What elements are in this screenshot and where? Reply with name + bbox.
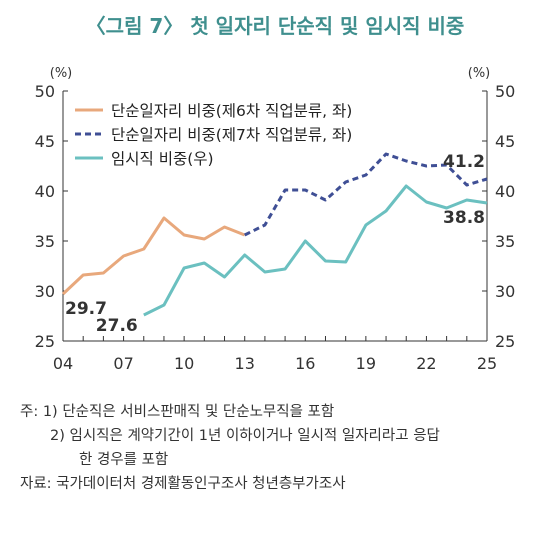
x-tick-label: 22: [416, 354, 436, 373]
left-tick-label: 25: [35, 332, 55, 351]
left-tick-label: 40: [35, 182, 55, 201]
x-tick-label: 16: [295, 354, 315, 373]
note-2-continued: 한 경우를 포함: [79, 452, 169, 468]
data-label: 27.6: [96, 316, 138, 336]
left-tick-label: 35: [35, 232, 55, 251]
chart-labels: 29.727.6 41.2 38.8: [65, 152, 485, 336]
series-line-1: [244, 152, 488, 237]
data-label: 38.8: [443, 208, 485, 228]
right-tick-label: 50: [495, 82, 515, 101]
x-tick-label: 13: [235, 354, 255, 373]
left-tick-label: 30: [35, 282, 55, 301]
note-1: 주: 1) 단순직은 서비스판매직 및 단순노무직을 포함: [20, 404, 335, 420]
series-line-0: [61, 216, 246, 296]
legend-label-1: 단순일자리 비중(제7차 직업분류, 좌): [111, 126, 352, 144]
left-tick-label: 50: [35, 82, 55, 101]
data-label: 41.2: [443, 152, 485, 172]
right-tick-label: 45: [495, 132, 515, 151]
right-axis-unit: (%): [468, 66, 491, 81]
right-tick-label: 25: [495, 332, 515, 351]
chart-series: [61, 152, 488, 317]
chart-notes: 주: 1) 단순직은 서비스판매직 및 단순노무직을 포함 2) 임시직은 계약…: [20, 400, 540, 496]
x-tick-label: 19: [356, 354, 376, 373]
x-tick-label: 25: [477, 354, 497, 373]
x-tick-label: 07: [113, 354, 133, 373]
x-tick-label: 04: [53, 354, 73, 373]
legend-label-2: 임시직 비중(우): [111, 150, 214, 168]
note-2: 2) 임시직은 계약기간이 1년 이하이거나 일시적 일자리라고 응답: [50, 428, 440, 444]
series-line-2: [143, 184, 488, 317]
chart-legend: 단순일자리 비중(제6차 직업분류, 좌) 단순일자리 비중(제7차 직업분류, …: [75, 102, 352, 168]
source-note: 자료: 국가데이터처 경제활동인구조사 청년층부가조사: [20, 476, 346, 492]
left-axis-unit: (%): [50, 66, 73, 81]
x-tick-label: 10: [174, 354, 194, 373]
right-tick-label: 30: [495, 282, 515, 301]
data-label: 29.7: [65, 299, 107, 319]
legend-label-0: 단순일자리 비중(제6차 직업분류, 좌): [111, 102, 352, 120]
right-tick-label: 35: [495, 232, 515, 251]
right-tick-label: 40: [495, 182, 515, 201]
page-title: 〈그림 7〉 첫 일자리 단순직 및 임시직 비중: [85, 14, 465, 38]
left-tick-label: 45: [35, 132, 55, 151]
